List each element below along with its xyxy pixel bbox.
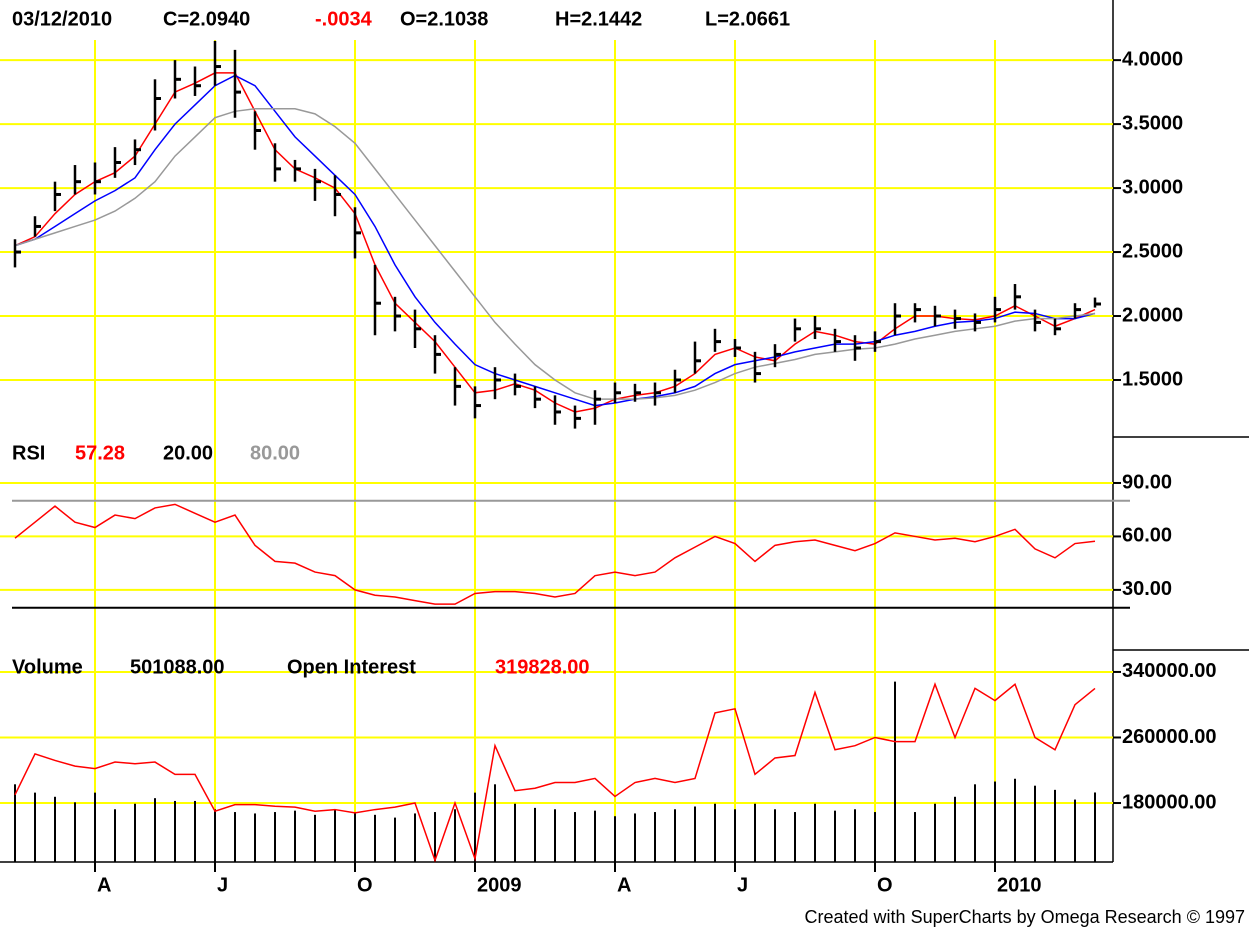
moving-average [14, 108, 1096, 400]
marks [12, 40, 1130, 863]
open-interest-line [14, 682, 1096, 863]
y-tick-label: 1.5000 [1122, 368, 1183, 390]
y-tick-label: 260000.00 [1122, 726, 1217, 748]
rsi-line [14, 503, 1096, 605]
open-readout: O=2.1038 [400, 8, 488, 30]
legend-entry: RSI [12, 442, 45, 464]
y-tick-label: 90.00 [1122, 471, 1172, 493]
date: 03/12/2010 [12, 8, 112, 30]
y-tick-label: 30.00 [1122, 578, 1172, 600]
moving-average [14, 74, 1096, 407]
x-tick-label: O [877, 874, 893, 896]
x-tick-label: O [357, 874, 373, 896]
footer: Created with SuperCharts by Omega Resear… [805, 907, 1245, 927]
x-tick-label: A [617, 874, 631, 896]
oi-readout: 319828.00 [495, 656, 590, 678]
y-tick-label: 4.0000 [1122, 48, 1183, 70]
legend-entry: Volume [12, 656, 83, 678]
y-tick-label: 2.0000 [1122, 304, 1183, 326]
high-readout: H=2.1442 [555, 8, 642, 30]
x-tick-label: 2009 [477, 874, 522, 896]
y-tick-label: 180000.00 [1122, 791, 1217, 813]
level-label: 20.00 [163, 442, 213, 464]
x-tick-label: A [97, 874, 111, 896]
volume-readout: 501088.00 [130, 656, 225, 678]
y-tick-label: 60.00 [1122, 525, 1172, 547]
x-tick-label: J [217, 874, 228, 896]
low-readout: L=2.0661 [705, 8, 790, 30]
level-label: 80.00 [250, 442, 300, 464]
x-tick-label: 2010 [997, 874, 1042, 896]
y-tick-label: 3.5000 [1122, 112, 1183, 134]
change-readout: -.0034 [315, 8, 373, 30]
y-tick-label: 2.5000 [1122, 240, 1183, 262]
x-tick-label: J [737, 874, 748, 896]
rsi-readout: 57.28 [75, 442, 125, 464]
y-tick-label: 3.0000 [1122, 176, 1183, 198]
y-tick-label: 340000.00 [1122, 660, 1217, 682]
labels: 03/12/2010 C=2.0940 -.0034 O=2.1038 H=2.… [12, 8, 1245, 926]
legend-entry: Open Interest [287, 656, 416, 678]
close-readout: C=2.0940 [163, 8, 250, 30]
